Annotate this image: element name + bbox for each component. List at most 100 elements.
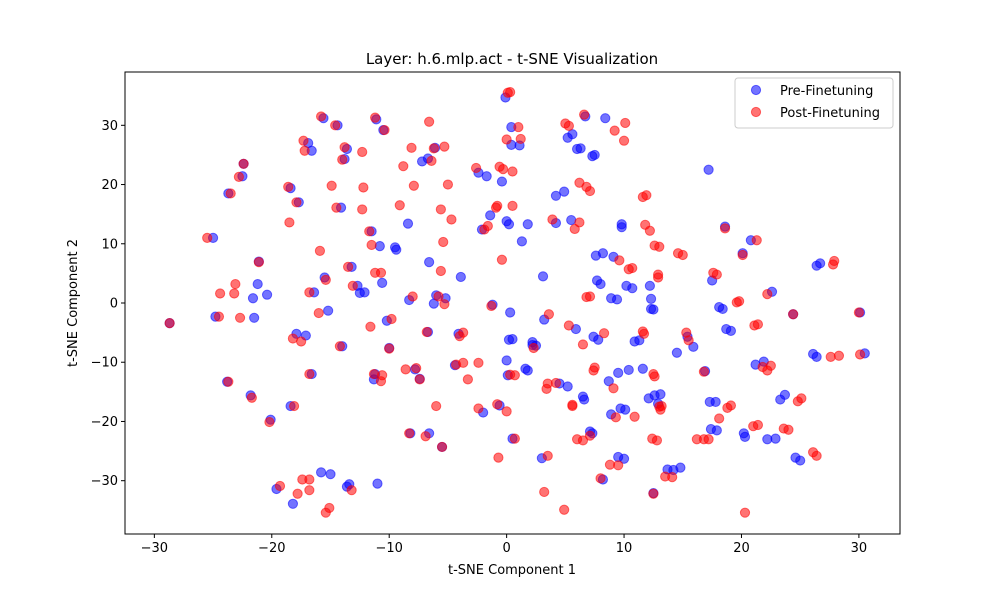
point-post-finetuning bbox=[365, 321, 376, 332]
point-post-finetuning bbox=[428, 143, 439, 154]
point-pre-finetuning bbox=[424, 257, 435, 268]
y-tick-label: 30 bbox=[101, 119, 118, 134]
point-pre-finetuning bbox=[550, 190, 562, 201]
point-post-finetuning bbox=[375, 267, 387, 278]
point-post-finetuning bbox=[762, 289, 773, 300]
point-post-finetuning bbox=[304, 485, 315, 496]
point-post-finetuning bbox=[304, 474, 315, 485]
point-post-finetuning bbox=[357, 146, 368, 158]
point-post-finetuning bbox=[737, 249, 748, 261]
point-post-finetuning bbox=[337, 154, 348, 165]
point-post-finetuning bbox=[331, 202, 342, 213]
point-post-finetuning bbox=[719, 223, 731, 234]
point-post-finetuning bbox=[400, 364, 411, 375]
x-tick-label: 0 bbox=[502, 541, 510, 556]
point-post-finetuning bbox=[649, 371, 660, 382]
point-pre-finetuning bbox=[589, 149, 600, 161]
point-pre-finetuning bbox=[575, 143, 586, 154]
point-post-finetuning bbox=[584, 185, 596, 197]
point-post-finetuning bbox=[473, 403, 484, 414]
point-post-finetuning bbox=[377, 370, 388, 381]
point-pre-finetuning bbox=[522, 365, 533, 376]
point-post-finetuning bbox=[613, 460, 624, 471]
point-post-finetuning bbox=[264, 416, 275, 428]
point-post-finetuning bbox=[233, 171, 245, 182]
point-post-finetuning bbox=[698, 366, 710, 377]
point-post-finetuning bbox=[424, 116, 435, 127]
y-tick-label: 0 bbox=[110, 297, 118, 312]
point-post-finetuning bbox=[346, 485, 357, 496]
point-post-finetuning bbox=[608, 383, 619, 394]
point-post-finetuning bbox=[334, 341, 345, 352]
y-tick-label: 20 bbox=[101, 178, 118, 193]
point-post-finetuning bbox=[384, 343, 395, 354]
point-post-finetuning bbox=[326, 180, 337, 191]
point-post-finetuning bbox=[164, 318, 175, 329]
point-post-finetuning bbox=[589, 362, 600, 373]
point-post-finetuning bbox=[439, 141, 450, 152]
point-post-finetuning bbox=[379, 124, 390, 136]
point-post-finetuning bbox=[442, 179, 454, 190]
point-pre-finetuning bbox=[359, 287, 370, 298]
x-axis: −30 −20 −10 0 10 20 30 bbox=[141, 534, 867, 556]
point-post-finetuning bbox=[547, 214, 558, 225]
point-post-finetuning bbox=[458, 327, 469, 338]
x-tick-label: 20 bbox=[733, 541, 750, 556]
point-post-finetuning bbox=[550, 377, 562, 389]
point-pre-finetuning bbox=[567, 129, 578, 140]
point-pre-finetuning bbox=[579, 394, 590, 405]
point-pre-finetuning bbox=[795, 455, 806, 466]
point-post-finetuning bbox=[358, 182, 369, 193]
point-pre-finetuning bbox=[717, 303, 728, 315]
point-post-finetuning bbox=[577, 435, 589, 446]
scatter-points bbox=[164, 87, 870, 518]
point-post-finetuning bbox=[667, 472, 678, 483]
x-tick-label: −30 bbox=[141, 541, 168, 556]
point-pre-finetuning bbox=[501, 355, 512, 366]
point-post-finetuning bbox=[563, 320, 574, 331]
point-pre-finetuning bbox=[703, 164, 714, 175]
point-pre-finetuning bbox=[815, 258, 826, 269]
point-post-finetuning bbox=[783, 424, 794, 435]
point-post-finetuning bbox=[714, 413, 725, 424]
point-post-finetuning bbox=[436, 441, 448, 453]
point-post-finetuning bbox=[458, 357, 469, 368]
point-pre-finetuning bbox=[455, 271, 466, 283]
point-post-finetuning bbox=[304, 368, 315, 380]
point-pre-finetuning bbox=[325, 469, 336, 480]
point-post-finetuning bbox=[426, 155, 437, 166]
point-post-finetuning bbox=[366, 239, 377, 251]
point-pre-finetuning bbox=[562, 381, 573, 392]
x-tick-label: 10 bbox=[616, 541, 633, 556]
point-post-finetuning bbox=[364, 226, 375, 237]
point-post-finetuning bbox=[411, 363, 422, 374]
point-post-finetuning bbox=[559, 504, 570, 515]
point-post-finetuning bbox=[324, 502, 335, 514]
point-post-finetuning bbox=[854, 349, 866, 360]
point-pre-finetuning bbox=[611, 294, 623, 305]
point-post-finetuning bbox=[609, 125, 620, 136]
point-post-finetuning bbox=[215, 288, 226, 299]
point-pre-finetuning bbox=[627, 283, 638, 294]
point-post-finetuning bbox=[654, 241, 665, 252]
point-post-finetuning bbox=[711, 269, 722, 280]
point-post-finetuning bbox=[574, 217, 585, 228]
point-pre-finetuning bbox=[616, 222, 627, 233]
point-pre-finetuning bbox=[770, 433, 781, 444]
point-post-finetuning bbox=[408, 180, 419, 191]
point-post-finetuning bbox=[752, 319, 764, 330]
point-pre-finetuning bbox=[603, 376, 614, 387]
point-pre-finetuning bbox=[645, 293, 657, 304]
point-post-finetuning bbox=[598, 328, 610, 339]
y-tick-label: −10 bbox=[91, 356, 118, 371]
legend: Pre-Finetuning Post-Finetuning bbox=[734, 77, 894, 129]
point-post-finetuning bbox=[644, 225, 655, 236]
point-post-finetuning bbox=[438, 236, 449, 248]
point-post-finetuning bbox=[505, 87, 516, 98]
point-pre-finetuning bbox=[620, 404, 631, 415]
point-post-finetuning bbox=[579, 109, 590, 120]
point-pre-finetuning bbox=[402, 218, 414, 229]
point-post-finetuning bbox=[543, 309, 555, 320]
point-post-finetuning bbox=[284, 217, 295, 228]
